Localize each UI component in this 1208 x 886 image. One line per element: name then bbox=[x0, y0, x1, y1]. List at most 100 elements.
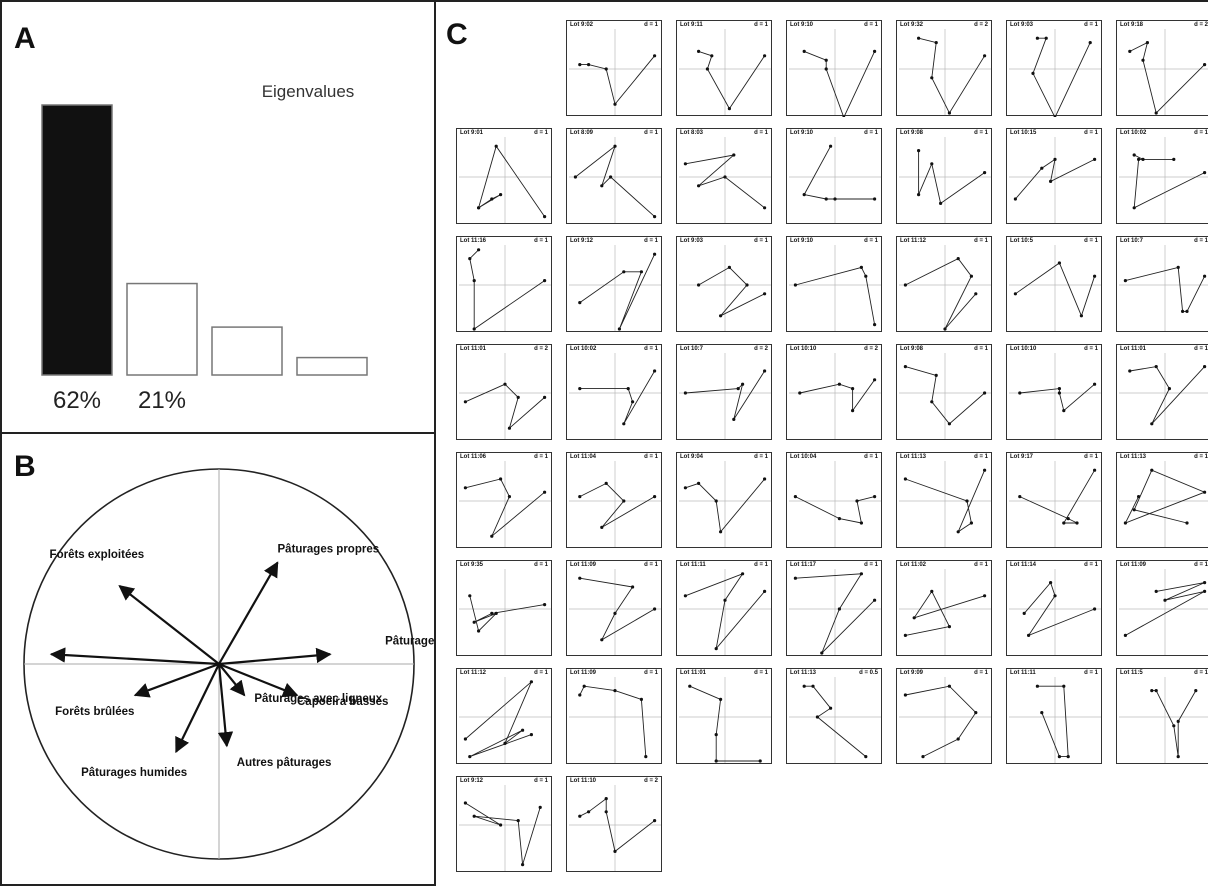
trajectory-point bbox=[1079, 314, 1083, 318]
trajectory-plot bbox=[1009, 137, 1101, 223]
scale-label: d = 1 bbox=[1084, 454, 1098, 460]
trajectory-point bbox=[543, 490, 547, 494]
lot-label: Lot 10:04 bbox=[790, 454, 817, 460]
trajectory-point bbox=[468, 257, 472, 261]
panel-c: C Lot 9:02 d = 1 Lot 9:11 d = 1 Lot 9:10 d = … bbox=[434, 0, 1208, 886]
trajectory-point bbox=[903, 365, 907, 369]
trajectory-plot bbox=[1119, 29, 1208, 115]
trajectory-point bbox=[1154, 111, 1158, 115]
trajectory-point bbox=[604, 67, 608, 71]
trajectory-point bbox=[578, 63, 582, 67]
scale-label: d = 0.5 bbox=[859, 670, 878, 676]
trajectory-point bbox=[1203, 171, 1207, 175]
trajectory-panel: Lot 9:10 d = 1 bbox=[786, 20, 882, 117]
trajectory-point bbox=[741, 572, 745, 576]
trajectory-point bbox=[1145, 41, 1149, 45]
trajectory-line bbox=[1129, 366, 1205, 425]
trajectory-point bbox=[873, 197, 877, 201]
trajectory-point bbox=[705, 67, 709, 71]
trajectory-line bbox=[579, 254, 656, 330]
lot-label: Lot 9:32 bbox=[900, 22, 924, 28]
trajectory-panel: Lot 11:01 d = 2 bbox=[456, 344, 552, 440]
trajectory-line bbox=[905, 685, 977, 758]
trajectory-point bbox=[855, 499, 859, 503]
trajectory-point bbox=[631, 400, 635, 404]
scale-label: d = 1 bbox=[1084, 238, 1098, 244]
scale-label: d = 1 bbox=[754, 454, 768, 460]
trajectory-point bbox=[1075, 521, 1079, 525]
trajectory-point bbox=[903, 633, 907, 637]
trajectory-panel: Lot 10:02 d = 1 bbox=[1116, 128, 1208, 224]
trajectory-point bbox=[1185, 521, 1189, 525]
lot-label: Lot 9:11 bbox=[680, 22, 703, 28]
scale-label: d = 1 bbox=[534, 130, 548, 136]
vector-label: Pâturages avec ligneux bbox=[254, 693, 382, 705]
lot-label: Lot 9:02 bbox=[570, 22, 594, 28]
trajectory-point bbox=[1062, 684, 1066, 688]
trajectory-point bbox=[842, 115, 846, 117]
trajectory-panel: Lot 9:12 d = 1 bbox=[566, 236, 662, 332]
lot-label: Lot 11:12 bbox=[900, 238, 927, 244]
trajectory-panel: Lot 11:16 d = 1 bbox=[456, 236, 552, 332]
trajectory-point bbox=[965, 499, 969, 503]
trajectory-point bbox=[600, 184, 604, 188]
trajectory-point bbox=[864, 274, 868, 278]
trajectory-point bbox=[477, 206, 481, 210]
trajectory-panel: Lot 11:12 d = 1 bbox=[456, 668, 552, 764]
trajectory-point bbox=[683, 486, 687, 490]
trajectory-line bbox=[579, 370, 655, 425]
trajectory-panel: Lot 10:7 d = 2 bbox=[676, 344, 772, 440]
trajectory-plot bbox=[569, 245, 661, 331]
trajectory-panel: Lot 11:11 d = 1 bbox=[676, 560, 772, 656]
trajectory-panel: Lot 9:18 d = 2 bbox=[1116, 20, 1208, 116]
lot-label: Lot 11:13 bbox=[1120, 454, 1147, 460]
scale-label: d = 1 bbox=[1194, 562, 1208, 568]
trajectory-point bbox=[802, 49, 806, 53]
trajectory-point bbox=[956, 530, 960, 534]
trajectory-point bbox=[1194, 689, 1198, 693]
lot-label: Lot 11:13 bbox=[900, 454, 927, 460]
trajectory-panel: Lot 9:10 d = 1 bbox=[786, 128, 882, 224]
trajectory-point bbox=[600, 638, 604, 642]
trajectory-point bbox=[1176, 265, 1180, 269]
trajectory-point bbox=[617, 327, 621, 331]
trajectory-point bbox=[1093, 157, 1097, 161]
trajectory-plot bbox=[459, 569, 551, 655]
trajectory-point bbox=[1132, 206, 1136, 210]
trajectory-line bbox=[465, 681, 532, 758]
trajectory-point bbox=[947, 111, 951, 115]
trajectory-panel: Lot 9:10 d = 1 bbox=[786, 236, 882, 332]
loading-vector bbox=[118, 585, 220, 665]
trajectory-point bbox=[653, 369, 657, 373]
trajectory-line bbox=[918, 37, 985, 114]
trajectory-point bbox=[824, 67, 828, 71]
trajectory-line bbox=[579, 797, 655, 853]
trajectory-point bbox=[529, 680, 533, 684]
trajectory-line bbox=[1019, 383, 1095, 412]
scale-label: d = 1 bbox=[534, 562, 548, 568]
trajectory-point bbox=[873, 378, 877, 382]
trajectory-panel: Lot 11:09 d = 1 bbox=[1116, 560, 1208, 656]
trajectory-point bbox=[969, 521, 973, 525]
trajectory-point bbox=[1093, 382, 1097, 386]
trajectory-point bbox=[719, 314, 723, 318]
trajectory-line bbox=[1124, 469, 1206, 524]
trajectory-point bbox=[1053, 594, 1057, 598]
trajectory-plot bbox=[679, 569, 771, 655]
trajectory-point bbox=[820, 651, 824, 655]
trajectory-panel: Lot 10:02 d = 1 bbox=[566, 344, 662, 440]
trajectory-point bbox=[1123, 633, 1127, 637]
trajectory-plot bbox=[679, 29, 771, 115]
scale-label: d = 1 bbox=[1194, 670, 1208, 676]
trajectory-line bbox=[469, 595, 545, 632]
trajectory-point bbox=[1172, 724, 1176, 728]
scale-label: d = 1 bbox=[1084, 130, 1098, 136]
trajectory-point bbox=[490, 611, 494, 615]
trajectory-plot bbox=[679, 461, 771, 547]
trajectory-point bbox=[793, 283, 797, 287]
trajectory-point bbox=[494, 144, 498, 148]
scale-label: d = 1 bbox=[644, 238, 658, 244]
scale-label: d = 1 bbox=[974, 130, 988, 136]
trajectory-point bbox=[859, 265, 863, 269]
trajectory-point bbox=[507, 426, 511, 430]
